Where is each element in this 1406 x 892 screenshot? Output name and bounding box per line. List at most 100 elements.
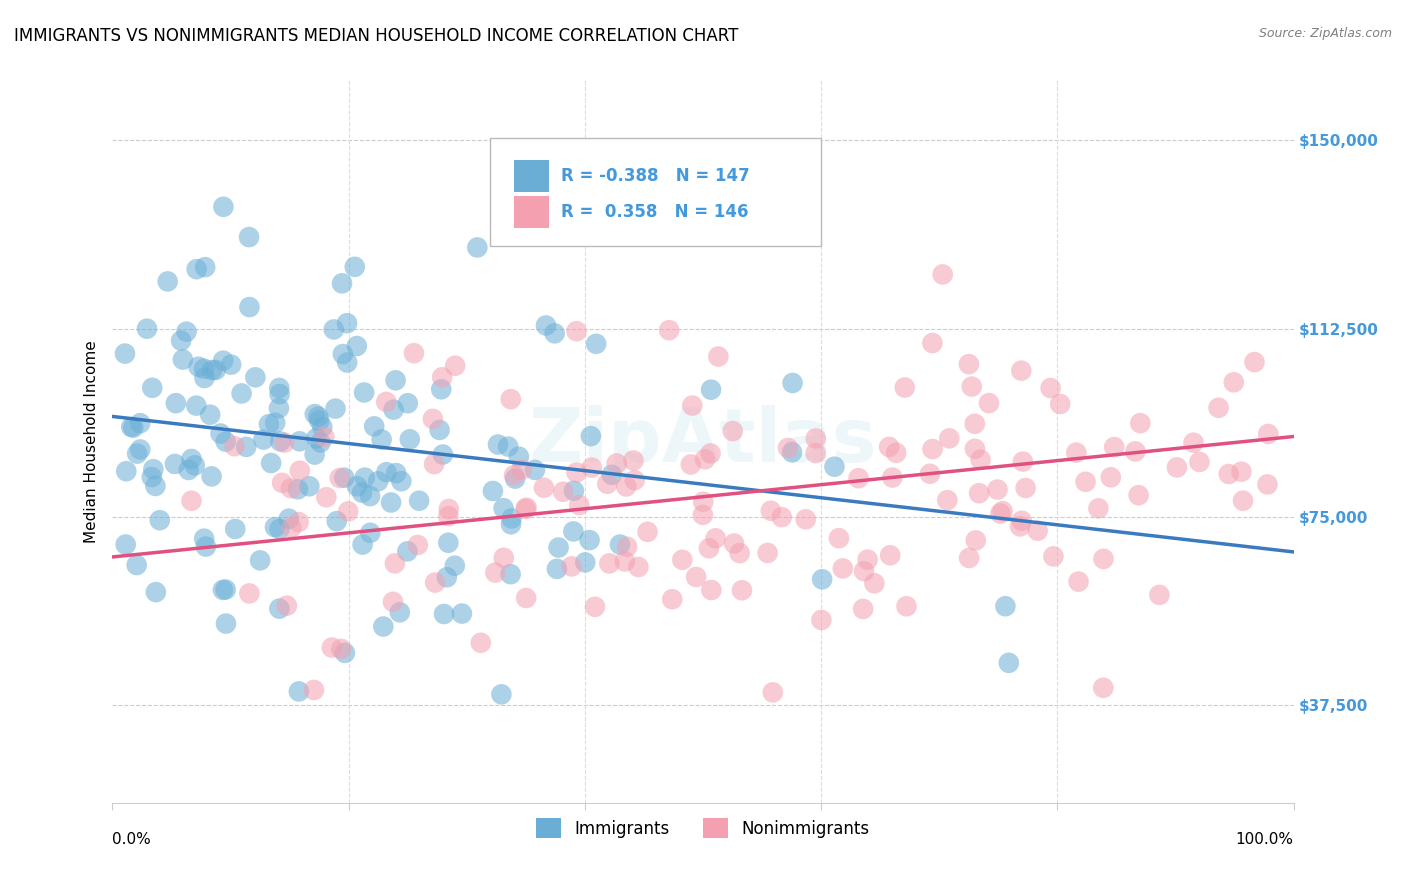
Point (288, 434, 311, 449)
Point (304, 407, 326, 421)
Point (894, 380, 917, 394)
Point (346, 479, 368, 493)
Point (1099, 470, 1122, 484)
Point (700, 383, 723, 397)
Point (430, 382, 453, 396)
Point (578, 533, 600, 547)
Point (304, 448, 326, 462)
Point (623, 453, 645, 467)
Point (496, 440, 519, 454)
Point (1011, 455, 1033, 469)
Point (491, 687, 513, 701)
Point (444, 359, 467, 373)
Point (269, 387, 291, 401)
Point (994, 599, 1017, 614)
Point (1042, 549, 1064, 564)
Point (707, 350, 730, 364)
Point (831, 561, 853, 575)
Point (1014, 481, 1036, 495)
Point (562, 483, 585, 498)
Point (433, 607, 456, 621)
Point (129, 416, 152, 430)
Point (627, 560, 650, 574)
Point (122, 420, 145, 434)
Point (465, 240, 488, 254)
Point (381, 595, 404, 609)
Point (1102, 440, 1125, 454)
Point (938, 431, 960, 445)
Point (503, 468, 526, 483)
Point (209, 426, 232, 441)
Point (302, 683, 325, 698)
Point (1010, 364, 1032, 378)
Point (180, 452, 202, 467)
Point (141, 381, 163, 395)
Point (307, 409, 329, 424)
Point (384, 557, 406, 571)
Point (252, 433, 274, 447)
Point (333, 471, 356, 485)
Point (1092, 552, 1115, 566)
Point (967, 486, 990, 500)
Legend: Immigrants, Nonimmigrants: Immigrants, Nonimmigrants (530, 812, 876, 845)
Point (129, 442, 152, 457)
Point (269, 434, 291, 449)
Point (637, 524, 659, 539)
Point (1188, 455, 1211, 469)
Point (238, 230, 260, 244)
Point (193, 532, 215, 546)
Point (1008, 519, 1031, 533)
Point (811, 572, 834, 586)
Point (375, 395, 398, 409)
Point (359, 525, 381, 540)
Point (114, 537, 136, 551)
Point (697, 541, 720, 556)
Point (623, 473, 645, 487)
Point (568, 498, 591, 512)
Point (156, 274, 179, 288)
Point (193, 371, 215, 385)
Point (333, 646, 356, 660)
Point (780, 445, 803, 459)
Point (145, 479, 167, 493)
Point (359, 489, 381, 503)
Point (353, 385, 375, 400)
Point (224, 439, 246, 453)
Point (863, 576, 886, 591)
Point (1074, 475, 1097, 489)
Point (882, 470, 904, 484)
Point (728, 546, 751, 560)
Point (249, 553, 271, 567)
Point (704, 531, 727, 545)
Point (606, 457, 628, 471)
Point (600, 467, 623, 482)
Point (877, 440, 900, 454)
Point (257, 417, 280, 432)
Point (315, 490, 337, 504)
Point (219, 358, 242, 372)
Point (314, 430, 336, 444)
Point (671, 553, 693, 567)
Point (988, 507, 1011, 521)
Point (375, 465, 398, 479)
Point (658, 323, 681, 337)
Point (759, 504, 782, 518)
Point (238, 300, 260, 314)
Point (484, 566, 506, 580)
Point (311, 420, 333, 434)
Point (212, 582, 235, 597)
Point (1149, 588, 1171, 602)
Point (957, 551, 980, 566)
Point (177, 463, 200, 477)
Point (965, 533, 987, 548)
Point (352, 537, 374, 551)
Point (436, 570, 458, 584)
Text: Source: ZipAtlas.com: Source: ZipAtlas.com (1258, 27, 1392, 40)
Point (273, 435, 295, 450)
Point (960, 379, 983, 393)
Point (330, 641, 353, 656)
Y-axis label: Median Household Income: Median Household Income (83, 340, 98, 543)
Point (1166, 460, 1188, 475)
Point (423, 457, 446, 471)
Point (322, 322, 344, 336)
